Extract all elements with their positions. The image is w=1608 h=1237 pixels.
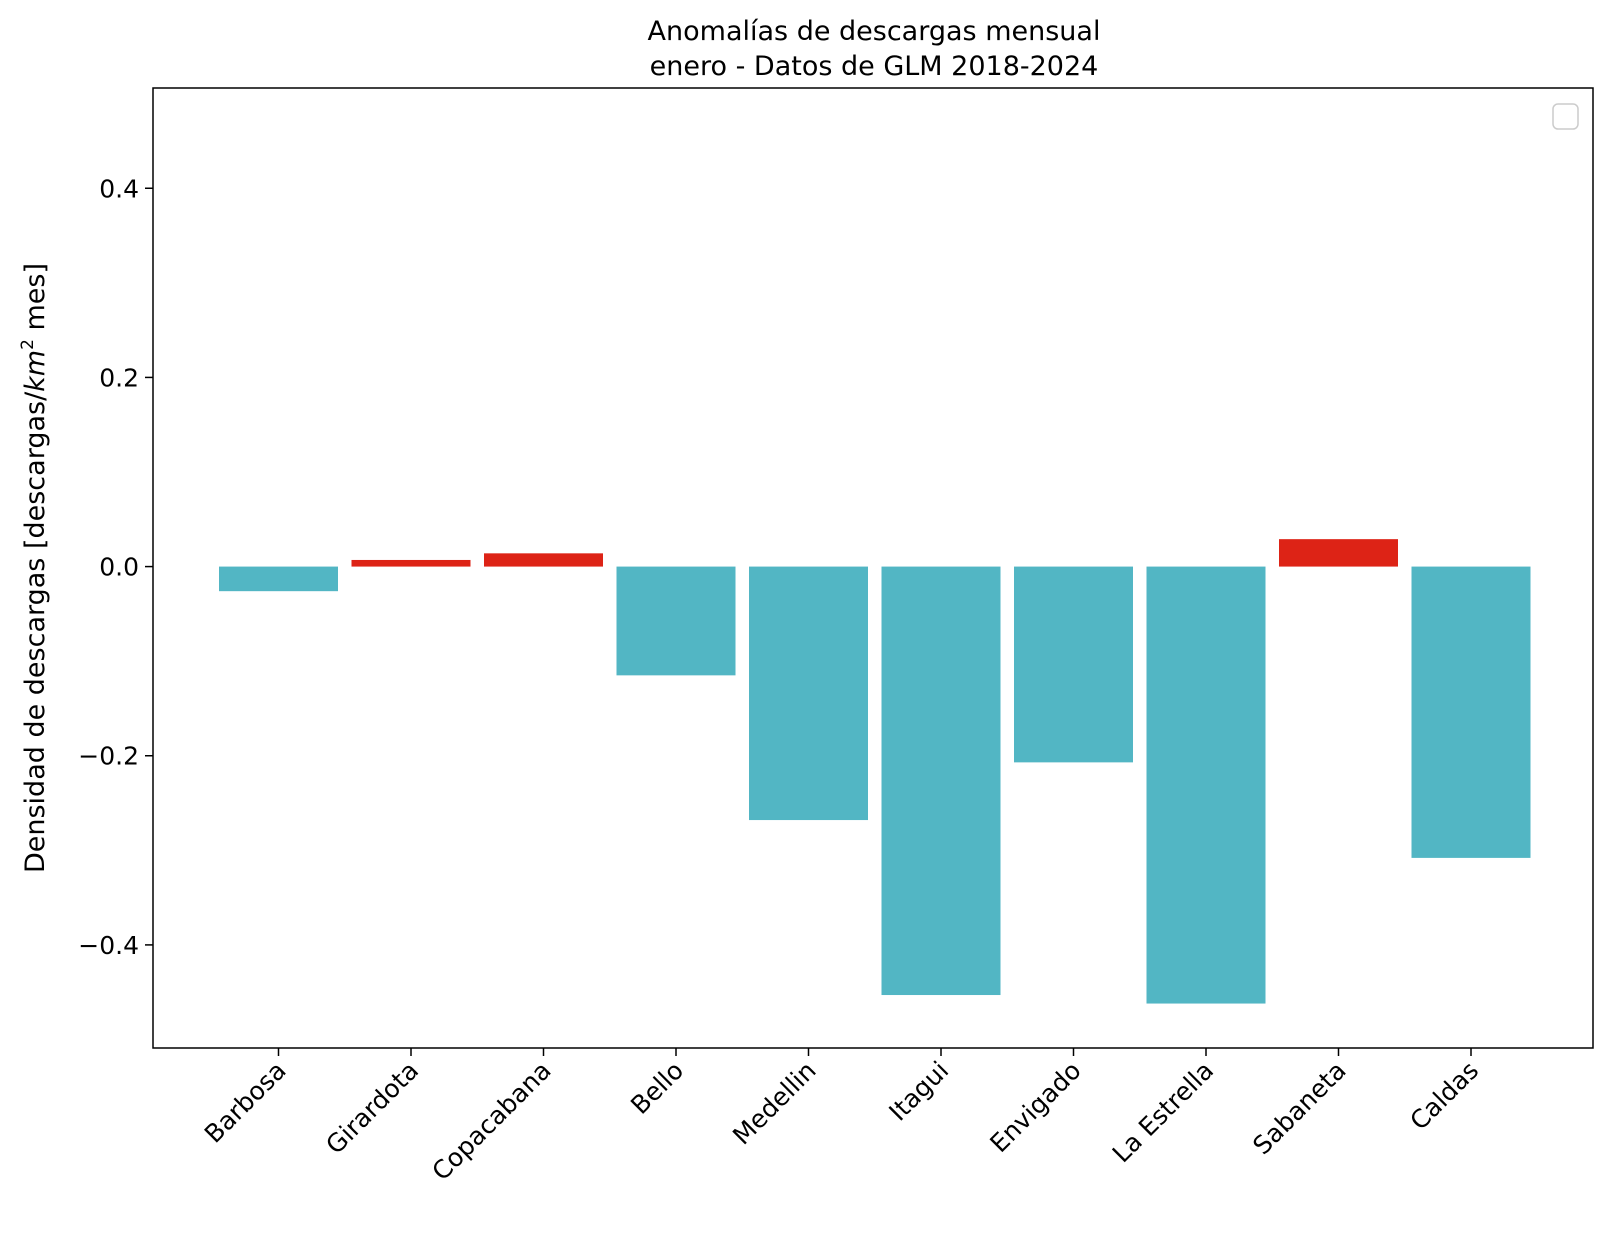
- bar-barbosa: [219, 566, 338, 592]
- x-tick-label: Copacabana: [426, 1056, 556, 1186]
- y-tick-label: 0.4: [99, 174, 139, 203]
- y-axis-label-suffix: mes]: [20, 263, 51, 339]
- bar-sabaneta: [1279, 539, 1398, 567]
- y-axis-label-unit: km: [20, 350, 51, 392]
- bar-la-estrella: [1146, 566, 1266, 1004]
- chart-title-line2: enero - Datos de GLM 2018-2024: [650, 51, 1099, 82]
- y-axis-label: Densidad de descargas [descargas/km2 mes…: [18, 263, 51, 873]
- x-tick-label: Barbosa: [199, 1056, 292, 1149]
- x-tick-label: Medellin: [727, 1056, 822, 1151]
- x-tick-label: Girardota: [320, 1056, 424, 1160]
- x-tick-label: Itagui: [883, 1056, 954, 1127]
- bar-copacabana: [484, 553, 603, 567]
- bar-caldas: [1411, 566, 1531, 858]
- x-tick-label: Caldas: [1404, 1056, 1484, 1136]
- bar-envigado: [1014, 566, 1133, 763]
- bar-girardota: [351, 559, 471, 567]
- y-axis-label-prefix: Densidad de descargas [descargas/: [20, 391, 51, 873]
- y-axis-label-exponent: 2: [18, 339, 38, 350]
- bar-medellin: [749, 566, 868, 821]
- y-tick-label: −0.2: [78, 742, 139, 771]
- x-axis: Barbosa Girardota Copacabana Bello Medellin I…: [199, 1048, 1484, 1186]
- x-tick-label: La Estrella: [1107, 1056, 1220, 1169]
- x-tick-label: Sabaneta: [1247, 1056, 1351, 1160]
- y-axis: 0.4 0.2 0.0 −0.2 −0.4: [78, 174, 153, 960]
- bar-itagui: [881, 566, 1001, 996]
- y-tick-label: −0.4: [78, 931, 139, 960]
- y-tick-label: 0.2: [99, 363, 139, 392]
- plot-frame: [152, 87, 1594, 1049]
- x-tick-label: Bello: [625, 1056, 689, 1120]
- chart-title-line1: Anomalías de descargas mensual: [648, 16, 1101, 47]
- y-tick-label: 0.0: [99, 553, 139, 582]
- x-tick-label: Envigado: [984, 1056, 1086, 1158]
- legend-box: [1552, 103, 1579, 130]
- bar-bello: [616, 566, 736, 676]
- bars-group: [219, 539, 1531, 1004]
